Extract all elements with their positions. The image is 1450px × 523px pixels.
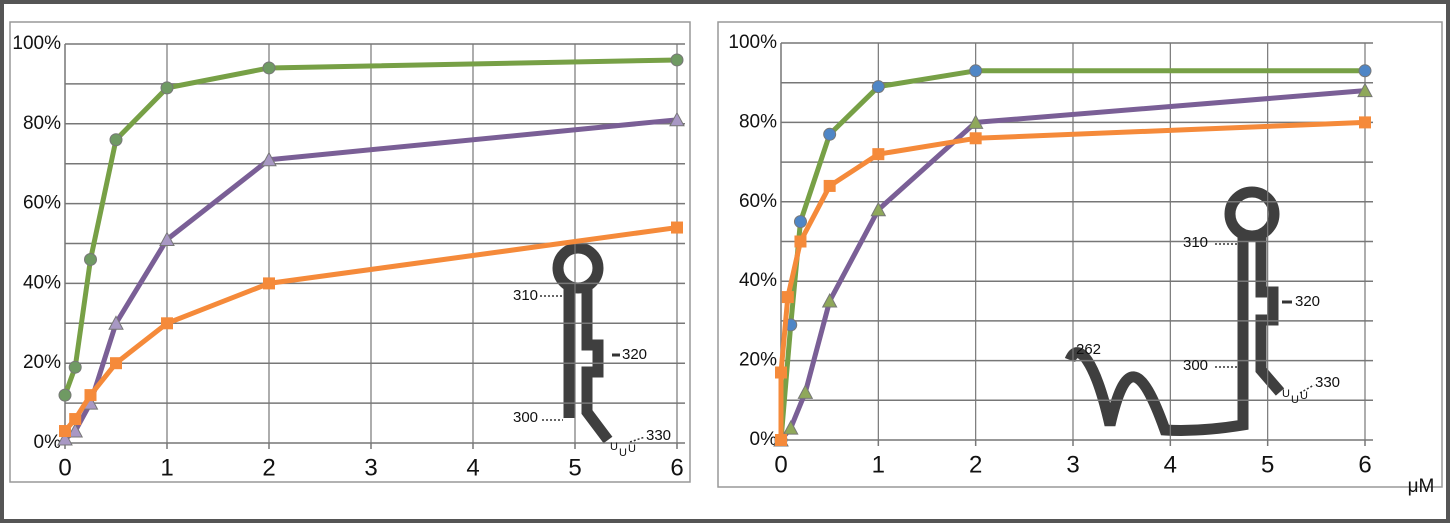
marker [872,81,884,93]
marker [161,317,173,329]
x-tick-label: 4 [1164,451,1177,478]
y-tick-label: 0% [750,429,778,450]
x-tick-label: 1 [872,451,885,478]
x-tick-label: 3 [364,454,377,481]
annotation: U [1300,390,1308,402]
y-tick-label: 60% [739,191,777,212]
annotation: 310 [513,287,538,304]
annotation: 300 [513,409,538,426]
y-tick-label: 0% [34,432,62,453]
x-axis-label: μM [1408,476,1435,497]
annotation: U [1282,388,1290,400]
x-tick-label: 4 [466,454,479,481]
marker [775,434,787,446]
marker [1359,65,1371,77]
y-tick-label: 80% [23,113,61,134]
marker [970,65,982,77]
marker [872,148,884,160]
marker [794,236,806,248]
y-tick-label: 100% [728,32,777,53]
x-tick-label: 5 [568,454,581,481]
marker [671,54,683,66]
annotation: 320 [622,346,647,363]
marker [59,389,71,401]
annotation: 320 [1295,293,1320,310]
marker [1359,116,1371,128]
marker [970,132,982,144]
marker [69,413,81,425]
marker [775,367,787,379]
annotation: 330 [646,427,671,444]
marker [59,425,71,437]
annotation: 310 [1183,234,1208,251]
page: 0%20%40%60%80%100%01234560%20%40%60%80%1… [0,0,1450,523]
marker [782,291,794,303]
annotation: U [1291,394,1299,406]
annotation: 300 [1183,357,1208,374]
marker [85,389,97,401]
x-tick-label: 0 [774,451,787,478]
x-tick-label: 6 [670,454,683,481]
x-tick-label: 3 [1066,451,1079,478]
x-tick-label: 6 [1358,451,1371,478]
x-tick-label: 2 [262,454,275,481]
annotation: 262 [1076,341,1101,358]
y-tick-label: 100% [12,33,61,54]
marker [263,62,275,74]
marker [824,128,836,140]
x-tick-label: 5 [1261,451,1274,478]
marker [824,180,836,192]
annotation: U [610,441,618,453]
marker [263,277,275,289]
y-tick-label: 80% [739,111,777,132]
y-tick-label: 40% [23,272,61,293]
x-tick-label: 2 [969,451,982,478]
x-tick-label: 1 [160,454,173,481]
marker [85,253,97,265]
figure: 0%20%40%60%80%100%01234560%20%40%60%80%1… [0,0,1450,523]
annotation: 330 [1315,374,1340,391]
y-tick-label: 60% [23,193,61,214]
marker [671,222,683,234]
marker [110,134,122,146]
annotation: U [619,447,627,459]
x-tick-label: 0 [58,454,71,481]
y-tick-label: 20% [739,350,777,371]
y-tick-label: 20% [23,352,61,373]
annotation: U [628,443,636,455]
marker [110,357,122,369]
marker [794,216,806,228]
marker [161,82,173,94]
marker [69,361,81,373]
y-tick-label: 40% [739,270,777,291]
